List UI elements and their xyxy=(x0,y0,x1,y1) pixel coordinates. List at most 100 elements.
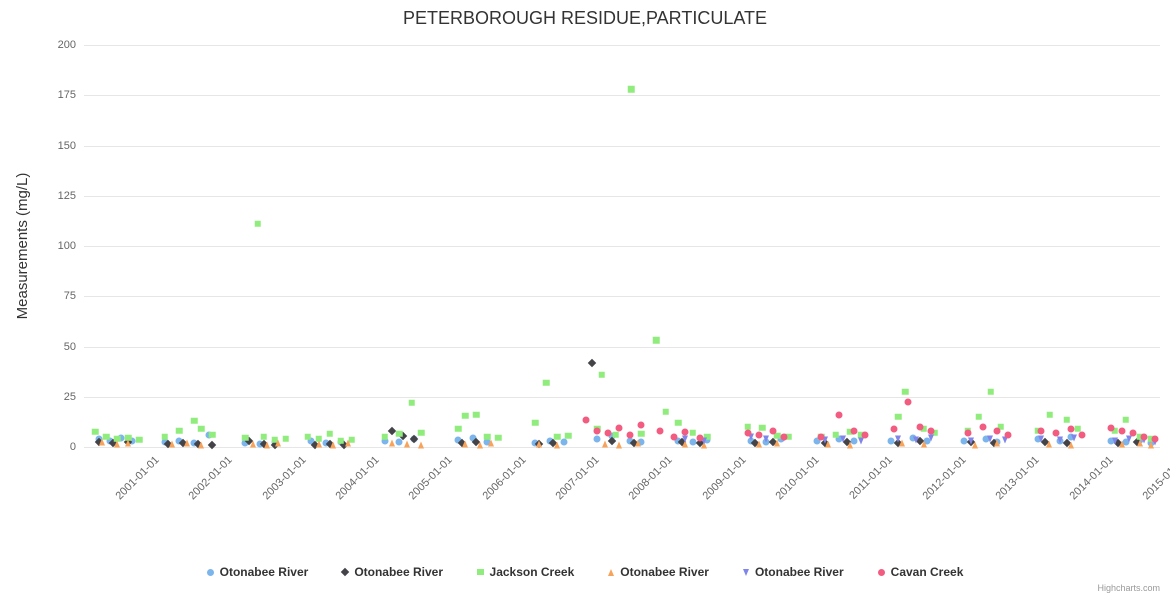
data-point-square[interactable] xyxy=(598,371,606,378)
data-point-circle[interactable] xyxy=(626,431,634,439)
data-point-triangle-down[interactable] xyxy=(986,435,993,443)
data-point-triangle-down[interactable] xyxy=(895,435,902,443)
data-point-circle[interactable] xyxy=(241,439,249,447)
data-point-triangle[interactable] xyxy=(972,441,979,449)
data-point-circle[interactable] xyxy=(560,438,568,446)
data-point-circle[interactable] xyxy=(1034,435,1041,443)
data-point-square[interactable] xyxy=(773,432,781,440)
data-point-square[interactable] xyxy=(902,388,909,395)
data-point-triangle[interactable] xyxy=(1137,439,1144,447)
data-point-circle[interactable] xyxy=(1078,431,1086,439)
data-point-square[interactable] xyxy=(1046,411,1054,419)
data-point-circle[interactable] xyxy=(979,423,986,431)
data-point-square[interactable] xyxy=(689,429,697,437)
data-point-circle[interactable] xyxy=(835,411,843,419)
data-point-diamond[interactable] xyxy=(588,358,597,367)
data-point-triangle[interactable] xyxy=(488,439,495,447)
data-point-square[interactable] xyxy=(124,434,132,442)
data-point-circle[interactable] xyxy=(861,431,869,439)
data-point-circle[interactable] xyxy=(904,398,912,406)
data-point-square[interactable] xyxy=(254,220,262,228)
data-point-square[interactable] xyxy=(832,431,840,439)
data-point-square[interactable] xyxy=(542,379,550,386)
data-point-square[interactable] xyxy=(759,424,766,432)
data-point-square[interactable] xyxy=(847,428,854,436)
data-point-square[interactable] xyxy=(484,433,491,441)
data-point-circle[interactable] xyxy=(1067,433,1075,441)
data-point-triangle-down[interactable] xyxy=(748,433,755,441)
data-point-circle[interactable] xyxy=(927,427,935,435)
data-point-triangle-down[interactable] xyxy=(968,437,975,445)
legend-item-5-cavan-creek[interactable]: Cavan Creek xyxy=(877,565,963,579)
data-point-triangle[interactable] xyxy=(920,440,927,448)
data-point-square[interactable] xyxy=(704,433,711,441)
data-point-circle[interactable] xyxy=(615,424,623,432)
data-point-square[interactable] xyxy=(102,433,110,441)
data-point-square[interactable] xyxy=(408,399,416,407)
data-point-square[interactable] xyxy=(1136,433,1144,441)
data-point-circle[interactable] xyxy=(469,434,477,442)
data-point-square[interactable] xyxy=(209,431,216,439)
data-point-triangle[interactable] xyxy=(825,440,832,448)
data-point-triangle-down[interactable] xyxy=(1126,435,1133,443)
data-point-circle[interactable] xyxy=(381,437,389,445)
data-point-circle[interactable] xyxy=(769,427,777,435)
data-point-circle[interactable] xyxy=(454,436,462,444)
data-point-square[interactable] xyxy=(161,433,168,441)
data-point-square[interactable] xyxy=(1122,416,1129,424)
data-point-circle[interactable] xyxy=(608,432,616,440)
data-point-triangle[interactable] xyxy=(249,440,256,448)
data-point-triangle[interactable] xyxy=(682,440,689,448)
data-point-circle[interactable] xyxy=(483,438,491,446)
data-point-square[interactable] xyxy=(987,388,994,395)
data-point-triangle[interactable] xyxy=(1067,441,1074,449)
data-point-triangle[interactable] xyxy=(700,441,707,449)
data-point-square[interactable] xyxy=(975,413,983,421)
data-point-square[interactable] xyxy=(337,437,344,445)
data-point-triangle-down[interactable] xyxy=(763,435,770,443)
data-point-square[interactable] xyxy=(1074,425,1082,433)
data-point-triangle-down[interactable] xyxy=(1001,436,1008,444)
data-point-triangle[interactable] xyxy=(389,439,396,447)
data-point-square[interactable] xyxy=(920,425,928,433)
data-point-circle[interactable] xyxy=(681,428,689,436)
data-point-triangle[interactable] xyxy=(99,438,106,446)
data-point-square[interactable] xyxy=(260,433,267,441)
data-point-square[interactable] xyxy=(348,436,355,444)
data-point-circle[interactable] xyxy=(637,421,645,429)
data-point-square[interactable] xyxy=(396,430,403,438)
data-point-circle[interactable] xyxy=(1151,435,1159,443)
data-point-square[interactable] xyxy=(662,408,669,416)
data-point-circle[interactable] xyxy=(993,427,1001,435)
data-point-square[interactable] xyxy=(652,337,660,344)
data-point-circle[interactable] xyxy=(1122,438,1130,446)
legend-item-1-otonabee-river[interactable]: Otonabee River xyxy=(341,565,443,579)
data-point-triangle[interactable] xyxy=(125,439,131,447)
data-point-circle[interactable] xyxy=(637,438,645,446)
data-point-square[interactable] xyxy=(381,433,388,441)
data-point-triangle[interactable] xyxy=(1118,440,1125,448)
data-point-circle[interactable] xyxy=(1067,425,1075,433)
data-point-triangle[interactable] xyxy=(601,440,608,448)
data-point-circle[interactable] xyxy=(850,437,858,445)
data-point-square[interactable] xyxy=(564,432,572,440)
data-point-circle[interactable] xyxy=(593,435,601,443)
legend-item-4-otonabee-river[interactable]: Otonabee River xyxy=(742,565,844,579)
data-point-square[interactable] xyxy=(894,413,902,421)
legend-item-2-jackson-creek[interactable]: Jackson Creek xyxy=(477,565,574,579)
data-point-triangle[interactable] xyxy=(315,440,322,448)
data-point-circle[interactable] xyxy=(205,431,213,439)
data-point-triangle[interactable] xyxy=(345,439,352,447)
data-point-circle[interactable] xyxy=(395,438,403,446)
data-point-square[interactable] xyxy=(1111,427,1118,435)
data-point-square[interactable] xyxy=(282,435,289,443)
data-point-triangle[interactable] xyxy=(198,441,205,449)
data-point-triangle[interactable] xyxy=(183,439,190,447)
data-point-triangle[interactable] xyxy=(898,439,905,447)
data-point-triangle[interactable] xyxy=(634,439,641,447)
data-point-square[interactable] xyxy=(638,430,645,438)
data-point-triangle-down[interactable] xyxy=(840,435,847,443)
data-point-circle[interactable] xyxy=(307,437,315,445)
data-point-triangle[interactable] xyxy=(403,440,410,448)
data-point-square[interactable] xyxy=(190,417,198,425)
